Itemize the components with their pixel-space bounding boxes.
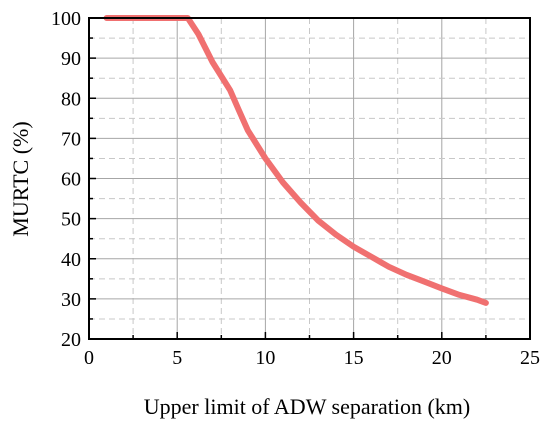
- y-axis-label: MURTC (%): [8, 121, 33, 236]
- y-tick-label: 30: [61, 289, 81, 311]
- x-tick-label: 0: [84, 347, 94, 369]
- x-tick-labels: 0 5 10 15 20 25: [84, 347, 540, 369]
- y-tick-label: 60: [61, 169, 81, 191]
- ticks: [88, 17, 531, 340]
- y-tick-label: 50: [61, 209, 81, 231]
- y-tick-labels: 20 30 40 50 60 70 80 90 100: [51, 8, 81, 351]
- x-tick-label: 5: [172, 347, 182, 369]
- x-tick-label: 25: [520, 347, 540, 369]
- y-tick-label: 20: [61, 329, 81, 351]
- y-tick-label: 80: [61, 88, 81, 110]
- series-line: [103, 15, 489, 306]
- y-tick-label: 100: [51, 8, 81, 30]
- x-tick-label: 10: [255, 347, 275, 369]
- y-tick-label: 90: [61, 48, 81, 70]
- x-axis-label: Upper limit of ADW separation (km): [144, 394, 470, 419]
- y-tick-label: 70: [61, 128, 81, 150]
- y-tick-label: 40: [61, 249, 81, 271]
- series-layer: [103, 15, 489, 306]
- x-tick-label: 15: [344, 347, 364, 369]
- x-tick-label: 20: [432, 347, 452, 369]
- grid: [89, 18, 530, 339]
